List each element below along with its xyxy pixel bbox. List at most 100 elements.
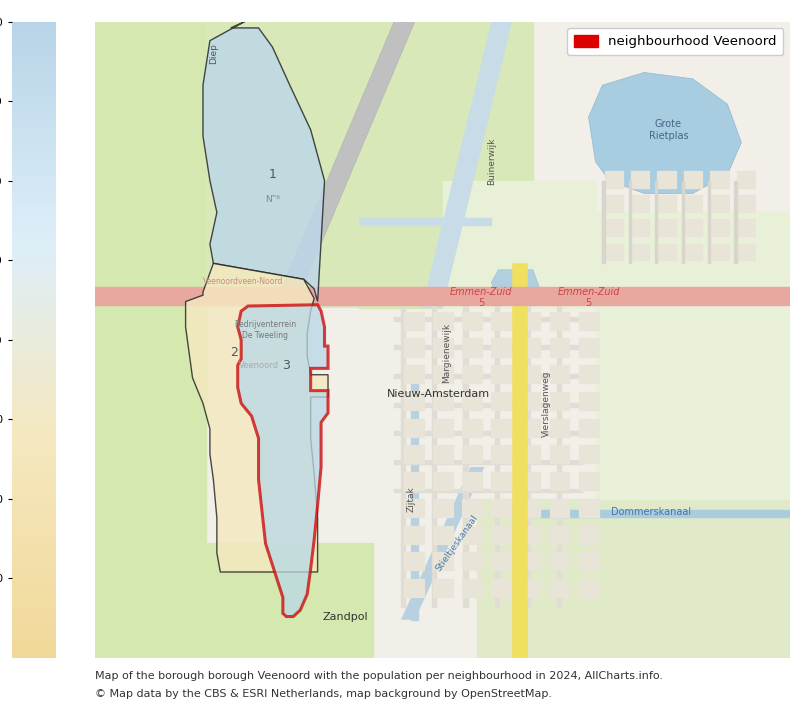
Bar	[579, 312, 599, 331]
Bar	[359, 218, 491, 225]
Bar	[520, 472, 542, 491]
Bar	[657, 244, 676, 262]
Bar	[462, 499, 483, 518]
Bar	[579, 365, 599, 384]
Bar	[549, 365, 570, 384]
Bar	[394, 460, 581, 464]
Bar	[631, 196, 650, 213]
Text: Margienewijk: Margienewijk	[441, 322, 451, 383]
Bar	[684, 244, 703, 262]
Bar	[404, 365, 425, 384]
Bar	[579, 526, 599, 544]
Bar	[477, 499, 790, 658]
Bar	[657, 219, 676, 237]
Text: © Map data by the CBS & ESRI Netherlands, map background by OpenStreetMap.: © Map data by the CBS & ESRI Netherlands…	[95, 690, 553, 700]
Bar	[462, 392, 483, 411]
Bar	[579, 579, 599, 598]
Bar	[604, 244, 624, 262]
Bar	[394, 403, 581, 406]
Bar	[708, 180, 710, 263]
Polygon shape	[237, 305, 328, 616]
Bar	[433, 312, 454, 331]
Bar	[710, 171, 730, 189]
Bar	[491, 312, 512, 331]
Bar	[401, 301, 405, 607]
Bar	[631, 219, 650, 237]
Bar	[404, 579, 425, 598]
Bar	[579, 445, 599, 464]
Bar	[579, 392, 599, 411]
Bar	[433, 552, 454, 572]
Bar	[684, 171, 703, 189]
Bar	[404, 472, 425, 491]
Bar	[411, 378, 418, 620]
Bar	[579, 499, 599, 518]
Bar	[520, 365, 542, 384]
Bar	[557, 301, 561, 607]
Bar	[737, 219, 756, 237]
Bar	[604, 171, 624, 189]
Bar	[596, 213, 790, 499]
Bar	[433, 499, 454, 518]
Bar	[549, 552, 570, 572]
Bar	[491, 579, 512, 598]
Text: Vierslagenweg: Vierslagenweg	[542, 370, 551, 436]
Bar	[404, 418, 425, 438]
Bar	[710, 196, 730, 213]
Bar	[491, 392, 512, 411]
Bar	[737, 171, 756, 189]
Bar	[655, 180, 657, 263]
Bar	[495, 301, 499, 607]
Bar	[359, 22, 533, 180]
Polygon shape	[422, 22, 512, 308]
Bar	[520, 392, 542, 411]
Bar	[603, 180, 604, 263]
Bar	[394, 489, 581, 493]
Bar	[433, 418, 454, 438]
Bar	[394, 345, 581, 349]
Polygon shape	[401, 467, 484, 620]
Text: Emmen-Zuid: Emmen-Zuid	[557, 287, 620, 297]
Bar	[520, 499, 542, 518]
Bar	[462, 552, 483, 572]
Polygon shape	[206, 22, 359, 308]
Bar	[549, 472, 570, 491]
Text: 2: 2	[230, 346, 238, 359]
Bar	[206, 544, 373, 658]
Bar	[95, 22, 206, 658]
Bar	[520, 579, 542, 598]
Text: Dommerskanaal: Dommerskanaal	[611, 506, 691, 516]
Bar	[433, 392, 454, 411]
Bar	[684, 219, 703, 237]
Bar	[433, 472, 454, 491]
Bar	[520, 418, 542, 438]
Bar	[359, 180, 443, 308]
Bar	[549, 339, 570, 357]
Bar	[491, 445, 512, 464]
Bar	[579, 339, 599, 357]
Bar	[737, 244, 756, 262]
Text: Zandpol: Zandpol	[322, 612, 368, 621]
Text: Zijtak: Zijtak	[407, 486, 416, 512]
Text: Stieltjeskanaal: Stieltjeskanaal	[434, 513, 480, 573]
Bar	[462, 472, 483, 491]
Text: Buinerwijk: Buinerwijk	[487, 138, 495, 186]
Bar	[433, 445, 454, 464]
Bar	[549, 392, 570, 411]
Bar	[491, 418, 512, 438]
Bar	[657, 171, 676, 189]
Bar	[394, 374, 581, 378]
Bar	[462, 312, 483, 331]
Text: Bedrijventerrein
De Tweeling: Bedrijventerrein De Tweeling	[234, 321, 296, 340]
Polygon shape	[276, 22, 414, 301]
Bar	[462, 579, 483, 598]
Bar	[520, 445, 542, 464]
Text: 5: 5	[585, 298, 592, 308]
Polygon shape	[491, 270, 540, 301]
Text: Emmen-Zuid: Emmen-Zuid	[449, 287, 512, 297]
Bar	[491, 526, 512, 544]
Text: Grote
Rietplas: Grote Rietplas	[649, 119, 688, 140]
Bar	[579, 552, 599, 572]
Text: Diep: Diep	[209, 43, 218, 64]
Bar	[549, 526, 570, 544]
